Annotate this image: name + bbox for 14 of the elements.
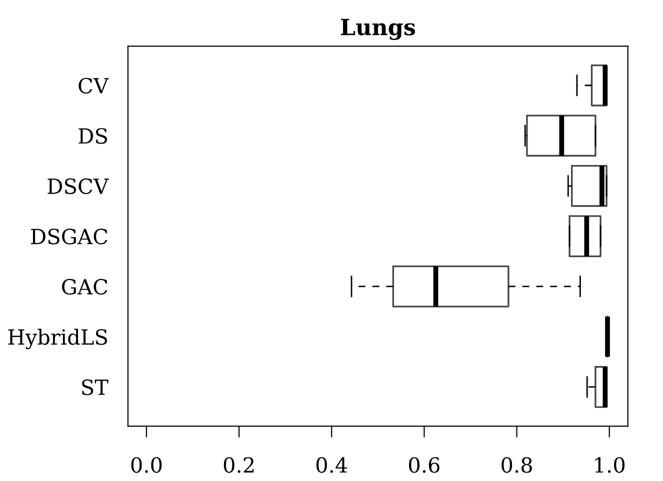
y-tick-label: DS: [78, 128, 107, 144]
y-tick-label: HybridLS: [8, 328, 107, 350]
x-tick-label: 0.8: [502, 457, 532, 473]
y-tick-label: CV: [78, 78, 109, 94]
x-tick-label: 0.6: [409, 457, 440, 473]
y-tick-label: DSCV: [48, 178, 109, 194]
x-tick-label: 1.0: [595, 457, 625, 473]
y-tick-label: ST: [82, 379, 108, 396]
x-tick-label: 0.2: [224, 457, 254, 473]
y-tick-label: GAC: [62, 278, 108, 295]
y-tick-label: DSGAC: [31, 228, 108, 244]
x-tick-label: 0.0: [131, 457, 162, 473]
x-tick-label: 0.4: [316, 457, 348, 473]
chart-title: Lungs: [340, 18, 415, 40]
